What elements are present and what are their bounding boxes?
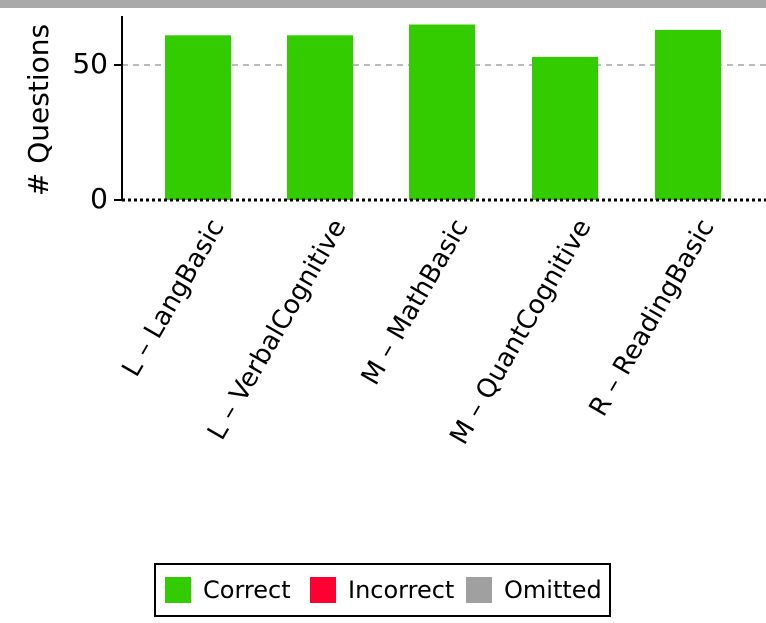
legend-label-omitted: Omitted (504, 576, 602, 604)
legend-box (154, 563, 611, 617)
category-label-1: L – LangBasic (116, 214, 230, 382)
bar-2[interactable] (287, 35, 353, 200)
y-tick-label-0: 0 (90, 182, 108, 215)
legend-swatch-correct (165, 577, 191, 603)
legend-label-incorrect: Incorrect (348, 576, 454, 604)
legend-label-correct: Correct (203, 576, 291, 604)
bar-3[interactable] (409, 24, 475, 201)
bar-5[interactable] (655, 29, 721, 201)
category-label-3: M – MathBasic (356, 214, 475, 390)
bars-group (165, 24, 721, 201)
legend-items: Correct Incorrect Omitted (165, 576, 602, 604)
y-tick-label-50: 50 (72, 47, 108, 80)
y-ticks-group: 0 50 (72, 47, 122, 215)
category-label-2: L – VerbalCognitive (202, 214, 353, 445)
legend: Correct Incorrect Omitted (154, 563, 611, 617)
y-axis-label: # Questions (22, 24, 55, 196)
legend-swatch-incorrect (310, 577, 336, 603)
bar-4[interactable] (532, 56, 598, 201)
category-label-4: M – QuantCognitive (444, 214, 597, 449)
bar-1[interactable] (165, 35, 231, 200)
category-label-5: R – ReadingBasic (584, 214, 721, 421)
legend-swatch-omitted (466, 577, 492, 603)
top-strip (0, 0, 766, 8)
